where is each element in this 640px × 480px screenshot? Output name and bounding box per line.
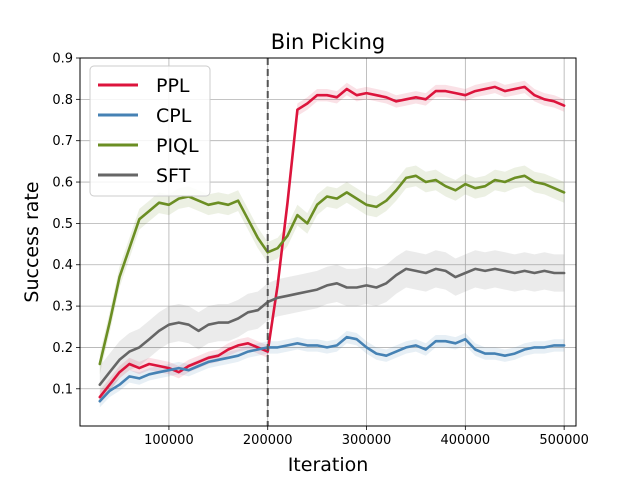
plot-frame [79,57,577,427]
band-ppl [99,80,565,404]
y-tick-label: 0.6 [52,176,73,191]
series-line-sft [98,267,566,387]
y-tick-label: 0.3 [52,300,73,315]
y-tick-label: 0.1 [52,382,73,397]
y-axis-title: Success rate [21,181,43,302]
y-tick-label: 0.4 [52,258,73,273]
y-tick-label: 0.8 [52,93,73,108]
series-lines [98,85,566,403]
legend-label-sft: SFT [156,165,191,187]
x-tick-label: 200000 [243,433,293,448]
series-line-cpl [98,335,566,403]
band-sft [99,250,565,404]
legend: PPL CPL PIQL SFT [89,65,211,197]
x-tick-label: 400000 [441,433,491,448]
legend-box [89,65,211,197]
band-piql [99,165,565,375]
chart-title: Bin Picking [271,30,385,54]
y-tick-label: 0.5 [52,217,73,232]
x-tick-label: 100000 [144,433,194,448]
legend-label-cpl: CPL [156,105,192,127]
series-line-piql [98,174,566,366]
y-tick-label: 0.7 [52,134,73,149]
legend-label-piql: PIQL [156,135,199,157]
x-tick-label: 300000 [342,433,392,448]
y-tick-label: 0.9 [52,52,73,67]
x-axis-title: Iteration [288,454,369,476]
legend-label-ppl: PPL [156,75,190,97]
axis-ticks: 100000 200000 300000 400000 500000 0.1 0.2 0.3 0… [52,52,589,449]
series-line-ppl [98,85,566,399]
x-tick-label: 500000 [539,433,589,448]
y-tick-label: 0.2 [52,341,73,356]
